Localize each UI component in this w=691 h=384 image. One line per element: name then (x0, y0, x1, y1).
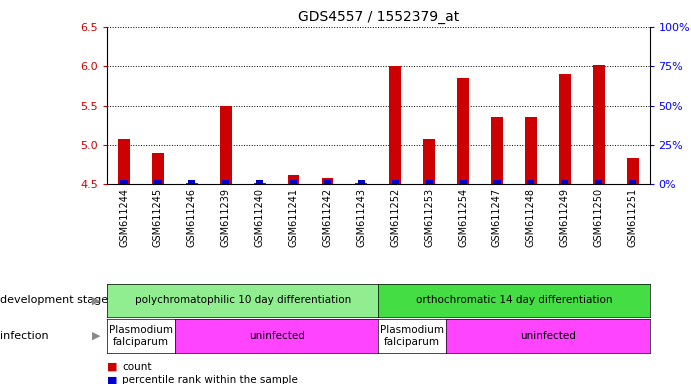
Bar (355, 183, 368, 184)
Bar (559, 74, 571, 184)
Text: polychromatophilic 10 day differentiation: polychromatophilic 10 day differentiatio… (135, 295, 351, 306)
Bar (491, 118, 503, 184)
Text: GSM611254: GSM611254 (458, 188, 468, 247)
Bar (321, 178, 333, 184)
Bar (595, 180, 603, 184)
Bar (220, 106, 231, 184)
Bar (358, 180, 365, 184)
Bar (392, 180, 399, 184)
Text: ■: ■ (107, 362, 117, 372)
Bar (256, 180, 263, 184)
Bar (561, 180, 568, 184)
Bar (426, 180, 433, 184)
Title: GDS4557 / 1552379_at: GDS4557 / 1552379_at (298, 10, 459, 25)
Bar (118, 139, 130, 184)
Text: GSM611251: GSM611251 (627, 188, 638, 247)
Bar (525, 118, 537, 184)
Bar (389, 66, 401, 184)
Bar (460, 180, 466, 184)
Bar (324, 180, 331, 184)
Bar (152, 153, 164, 184)
Bar (457, 78, 469, 184)
Text: GSM611250: GSM611250 (594, 188, 604, 247)
Text: GSM611240: GSM611240 (255, 188, 265, 247)
Text: GSM611253: GSM611253 (424, 188, 434, 247)
Text: Plasmodium
falciparum: Plasmodium falciparum (109, 325, 173, 347)
Bar (493, 180, 500, 184)
Bar (627, 158, 638, 184)
Text: GSM611245: GSM611245 (153, 188, 163, 247)
Bar (186, 183, 198, 184)
Text: uninfected: uninfected (249, 331, 305, 341)
Text: GSM611249: GSM611249 (560, 188, 570, 247)
Bar (290, 180, 297, 184)
Text: GSM611242: GSM611242 (323, 188, 332, 247)
Text: uninfected: uninfected (520, 331, 576, 341)
Bar (424, 139, 435, 184)
Bar (527, 180, 534, 184)
Text: GSM611243: GSM611243 (357, 188, 366, 247)
Text: GSM611244: GSM611244 (119, 188, 129, 247)
Text: GSM611239: GSM611239 (220, 188, 231, 247)
Bar (223, 180, 229, 184)
Text: ▶: ▶ (92, 295, 100, 306)
Text: ■: ■ (107, 375, 117, 384)
Text: development stage: development stage (0, 295, 108, 306)
Bar (287, 175, 299, 184)
Text: count: count (122, 362, 152, 372)
Text: GSM611247: GSM611247 (492, 188, 502, 247)
Text: GSM611252: GSM611252 (390, 188, 400, 247)
Text: infection: infection (0, 331, 48, 341)
Text: Plasmodium
falciparum: Plasmodium falciparum (380, 325, 444, 347)
Bar (593, 65, 605, 184)
Text: orthochromatic 14 day differentiation: orthochromatic 14 day differentiation (416, 295, 612, 306)
Bar (254, 183, 265, 184)
Bar (120, 180, 128, 184)
Text: GSM611246: GSM611246 (187, 188, 197, 247)
Text: GSM611248: GSM611248 (526, 188, 536, 247)
Text: ▶: ▶ (92, 331, 100, 341)
Bar (154, 180, 162, 184)
Text: GSM611241: GSM611241 (289, 188, 299, 247)
Bar (629, 180, 636, 184)
Bar (189, 180, 196, 184)
Text: percentile rank within the sample: percentile rank within the sample (122, 375, 299, 384)
